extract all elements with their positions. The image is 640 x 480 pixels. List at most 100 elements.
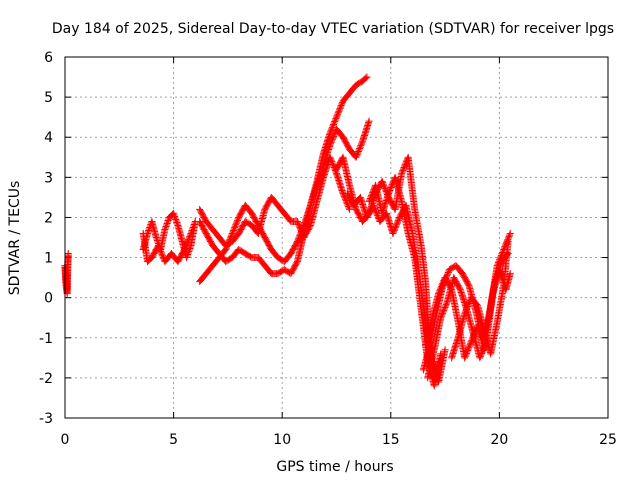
data-point [333,113,340,121]
data-point [369,201,377,209]
y-tick-label: 1 [44,251,53,267]
data-point [330,120,338,128]
data-point [438,282,446,290]
x-tick-label: 15 [382,432,400,448]
y-tick-label: 0 [44,291,53,307]
x-tick-label: 25 [599,432,617,448]
data-point [329,161,337,169]
data-point [464,345,472,353]
data-point [440,305,448,313]
x-tick-label: 5 [169,432,178,448]
data-point [366,196,374,204]
data-point [330,131,338,139]
data-point [327,140,335,148]
data-point [400,163,408,171]
data-point [476,354,484,362]
data-point [379,179,387,187]
data-point [506,270,514,278]
data-point [233,218,241,226]
data-point [493,262,501,270]
data-point [371,204,379,212]
y-tick-label: 3 [44,170,53,186]
data-point [441,302,449,310]
data-point [357,142,365,150]
data-point [163,219,171,227]
data-point [371,206,379,214]
data-point [380,182,388,190]
data-point [232,219,240,227]
data-point [328,158,336,166]
data-point [184,249,192,257]
data-point [365,197,373,205]
data-point [334,109,342,117]
data-point [161,224,169,232]
data-point [385,188,393,196]
y-tick-label: 6 [44,50,53,66]
data-point [436,287,444,295]
data-point [464,280,472,288]
data-point [229,228,237,236]
data-point [183,240,191,248]
data-point [306,223,314,231]
chart-title: Day 184 of 2025, Sidereal Day-to-day VTE… [52,21,614,37]
data-point [437,314,445,322]
data-point [441,346,449,354]
data-point [163,221,171,229]
data-point [374,212,382,220]
data-point [331,116,339,124]
data-point [296,223,304,231]
x-tick-label: 20 [490,432,508,448]
data-point [436,285,444,293]
data-point [477,351,485,359]
data-point [189,223,197,231]
data-point [388,182,396,190]
data-point [355,146,363,154]
x-tick-labels: 0 5 10 15 20 25 [61,432,617,448]
data-point [230,225,238,233]
data-point [186,232,194,240]
data-point [139,229,147,237]
grid-lines [65,57,608,418]
y-tick-label: 2 [44,210,53,226]
data-point [334,110,342,118]
data-point [330,119,338,127]
data-point [380,183,388,191]
data-point [476,352,484,360]
data-point [160,256,168,264]
data-point [495,257,503,265]
series-2 [139,209,199,266]
data-point [185,246,193,254]
data-point [185,235,193,243]
data-point [373,210,381,218]
data-point [358,139,366,147]
data-point [435,288,443,296]
data-point [390,227,398,235]
data-point [185,234,193,242]
series-4 [196,117,373,286]
data-point [398,168,406,176]
data-point [184,251,192,259]
data-point [327,138,335,146]
data-point [440,306,448,314]
data-point [330,162,338,170]
data-point [389,229,397,237]
data-point [173,220,181,228]
data-point [160,255,168,263]
data-point [372,207,380,215]
y-tick-labels: -3 -2 -1 0 1 2 3 4 5 6 [39,50,53,427]
data-point [229,227,237,235]
plot-frame [64,56,609,419]
data-point [385,189,393,197]
data-point [183,238,191,246]
y-tick-label: 5 [44,90,53,106]
data-point [378,177,386,185]
data-point [370,203,378,211]
data-point [172,217,180,225]
data-point [162,222,170,230]
data-point [170,209,178,217]
x-tick-label: 10 [273,432,291,448]
data-point [356,143,364,151]
data-point [182,241,190,249]
data-point [159,252,167,260]
data-point [461,352,469,360]
